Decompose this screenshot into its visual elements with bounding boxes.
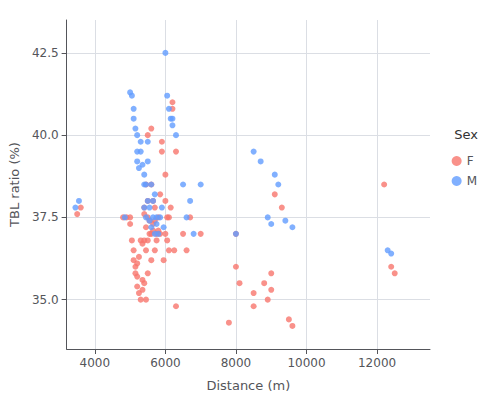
svg-text:4000: 4000 [80,356,111,370]
svg-text:40.0: 40.0 [32,128,59,142]
svg-text:10000: 10000 [287,356,325,370]
svg-text:Sex: Sex [454,127,478,142]
svg-text:42.5: 42.5 [32,46,59,60]
svg-text:F: F [467,154,474,168]
svg-text:M: M [467,174,477,188]
svg-text:37.5: 37.5 [32,210,59,224]
svg-text:6000: 6000 [150,356,181,370]
svg-text:8000: 8000 [221,356,252,370]
svg-text:35.0: 35.0 [32,293,59,307]
svg-text:12000: 12000 [358,356,396,370]
svg-text:Distance (m): Distance (m) [206,378,290,393]
svg-text:TBL ratio (%): TBL ratio (%) [7,142,22,228]
